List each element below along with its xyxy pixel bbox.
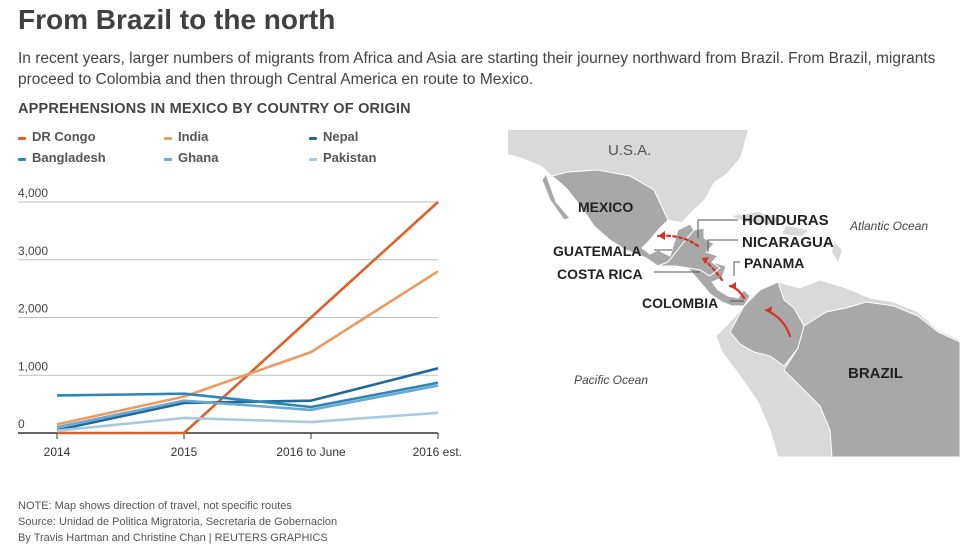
- line-chart: 0 1,000 2,000 3,000 4,000 2014 2015 2016 to Jun…: [18, 186, 462, 459]
- legend-label: Bangladesh: [32, 150, 106, 165]
- label-pacific: Pacific Ocean: [574, 373, 648, 387]
- label-mexico: MEXICO: [578, 199, 633, 215]
- label-guatemala: GUATEMALA: [553, 243, 641, 259]
- caribbean-islands: [732, 212, 842, 262]
- label-costa-rica: COSTA RICA: [557, 266, 643, 282]
- legend-swatch: [18, 137, 26, 140]
- series-line-nepal: [56, 367, 439, 432]
- y-tick-label: 1,000: [18, 359, 48, 373]
- mexico-landmass: [541, 169, 695, 267]
- footer: NOTE: Map shows direction of travel, not…: [18, 498, 337, 546]
- y-tick-label: 4,000: [18, 186, 48, 200]
- x-tick-label: 2015: [171, 445, 198, 459]
- leader-honduras: [697, 219, 738, 238]
- series-line-ghana: [56, 384, 439, 429]
- leader-nicaragua: [707, 239, 738, 252]
- legend-swatch: [309, 158, 317, 161]
- series-line-india: [56, 270, 439, 426]
- arrowhead-colombia: [766, 306, 772, 314]
- series-line-pakistan: [56, 411, 439, 432]
- arrowhead-nicaragua: [702, 257, 709, 264]
- label-honduras: HONDURAS: [742, 212, 829, 229]
- label-panama: PANAMA: [744, 255, 804, 271]
- legend-label: Ghana: [178, 150, 219, 165]
- footer-note: NOTE: Map shows direction of travel, not…: [18, 500, 292, 512]
- usa-landmass: [508, 130, 748, 222]
- y-tick-label: 2,000: [18, 302, 48, 316]
- arrowhead-mexico: [658, 231, 665, 240]
- chart-title: APPREHENSIONS IN MEXICO BY COUNTRY OF OR…: [18, 101, 411, 117]
- y-tick-label: 0: [18, 417, 25, 431]
- series-line-bangladesh: [56, 381, 439, 409]
- leader-panama: [733, 261, 740, 276]
- route-map: U.S.A. MEXICO HONDURAS NICARAGUA PANAMA …: [508, 130, 961, 458]
- y-tick-label: 3,000: [18, 244, 48, 258]
- arrowhead-panama: [730, 282, 736, 290]
- nicaragua-panama-landmass: [686, 261, 751, 307]
- legend-swatch: [164, 137, 172, 140]
- route-arrowheads: [658, 231, 772, 314]
- map-svg: U.S.A. MEXICO HONDURAS NICARAGUA PANAMA …: [508, 130, 961, 458]
- label-atlantic: Atlantic Ocean: [849, 219, 928, 233]
- legend-label: Nepal: [323, 129, 359, 144]
- legend-swatch: [164, 158, 172, 161]
- label-colombia: COLOMBIA: [642, 295, 718, 311]
- x-tick-label: 2014: [44, 445, 71, 459]
- label-brazil: BRAZIL: [848, 365, 903, 382]
- label-usa: U.S.A.: [608, 142, 651, 159]
- headline: From Brazil to the north: [18, 4, 336, 35]
- footer-credit: By Travis Hartman and Christine Chan | R…: [18, 532, 328, 544]
- legend-label: DR Congo: [32, 129, 96, 144]
- legend-swatch: [18, 158, 26, 161]
- x-tick-label: 2016 est.: [413, 445, 462, 459]
- intro-text: In recent years, larger numbers of migra…: [18, 50, 936, 88]
- footer-source: Source: Unidad de Politica Migratoria, S…: [18, 516, 338, 528]
- label-nicaragua: NICARAGUA: [742, 234, 834, 251]
- x-tick-label: 2016 to June: [276, 445, 346, 459]
- legend-label: India: [178, 129, 209, 144]
- legend-label: Pakistan: [323, 150, 377, 165]
- label-leaders: [654, 219, 744, 302]
- legend-swatch: [309, 137, 317, 140]
